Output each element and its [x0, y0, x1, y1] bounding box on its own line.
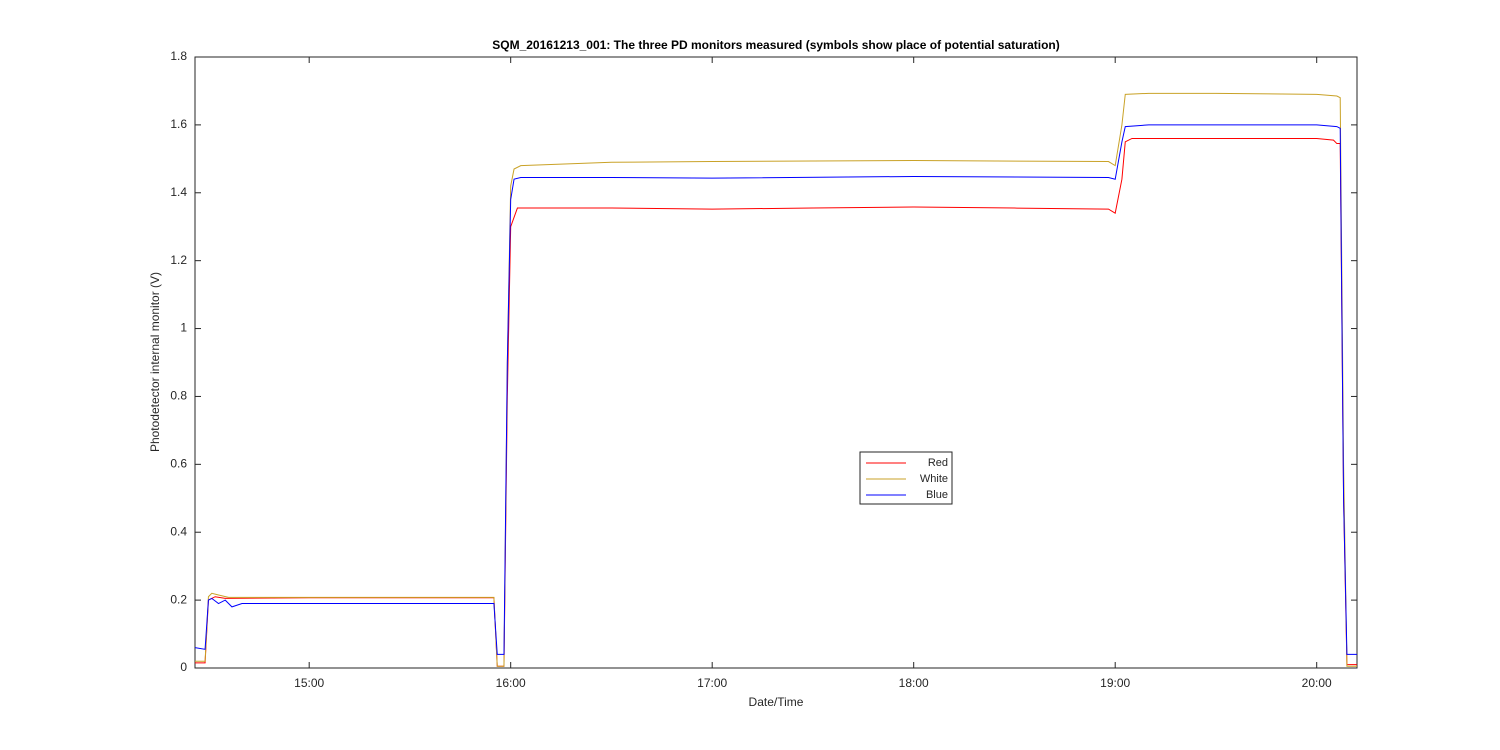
y-axis-label: Photodetector internal monitor (V) [148, 272, 162, 452]
y-tick-label: 0.8 [170, 389, 187, 403]
y-tick-label: 1.4 [170, 185, 187, 199]
y-tick-label: 0.6 [170, 457, 187, 471]
x-axis-label: Date/Time [749, 695, 804, 709]
y-tick-label: 1.2 [170, 253, 187, 267]
y-tick-label: 1 [180, 321, 187, 335]
legend-label: White [920, 473, 948, 485]
x-tick-label: 17:00 [697, 676, 727, 690]
series-line [194, 124, 1357, 655]
y-tick-label: 1.8 [170, 49, 187, 63]
y-tick-label: 1.6 [170, 117, 187, 131]
chart-title: SQM_20161213_001: The three PD monitors … [492, 38, 1060, 52]
plot-frame [194, 56, 1358, 669]
y-tick-label: 0 [180, 660, 187, 674]
legend: Red White Blue [859, 451, 953, 505]
series-line [195, 92, 1357, 667]
x-tick-label: 18:00 [899, 676, 929, 690]
x-tick-label: 16:00 [496, 676, 526, 690]
legend-label: Blue [926, 489, 948, 501]
x-tick-label: 15:00 [294, 676, 324, 690]
y-tick-label: 0.4 [170, 524, 187, 538]
x-tick-label: 19:00 [1100, 676, 1130, 690]
x-tick-label: 20:00 [1302, 676, 1332, 690]
series-line [195, 137, 1357, 667]
y-tick-label: 0.2 [170, 592, 187, 606]
legend-label: Red [928, 457, 948, 469]
